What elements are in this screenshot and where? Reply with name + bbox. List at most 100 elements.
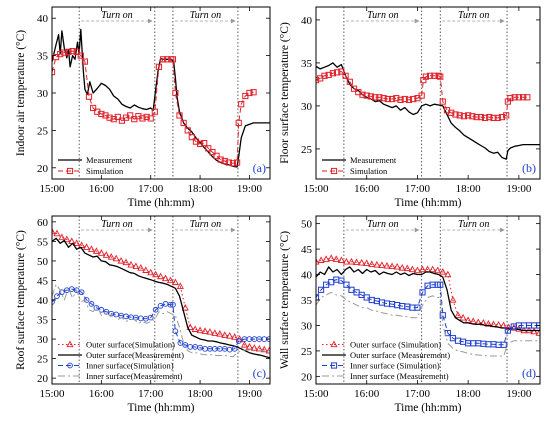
data-point <box>328 279 335 286</box>
data-point <box>205 145 212 152</box>
data-point <box>418 265 427 273</box>
data-point <box>427 72 434 79</box>
data-point <box>486 113 493 121</box>
data-point <box>373 260 381 268</box>
data-point <box>337 256 345 263</box>
data-point <box>132 262 140 270</box>
panel-d: Turn on Turn on 15:00 16:00 17:00 18:00 19:00 2… <box>279 215 541 414</box>
data-point <box>147 314 154 321</box>
data-point <box>231 333 239 340</box>
y-tick-label: 45 <box>301 244 313 256</box>
data-point <box>434 266 442 274</box>
series-line <box>52 237 270 359</box>
y-tick-label: 25 <box>37 125 49 137</box>
data-point <box>439 98 446 105</box>
data-point <box>363 92 370 99</box>
data-point <box>166 276 175 284</box>
y-axis-label: Roof surface temperature (°C) <box>15 230 27 370</box>
data-point <box>180 119 187 127</box>
data-point <box>162 301 169 307</box>
data-point <box>408 265 416 273</box>
data-point <box>372 94 379 101</box>
series-line <box>316 266 540 332</box>
data-point <box>397 96 404 103</box>
data-point <box>186 323 194 330</box>
data-point <box>439 312 446 319</box>
y-tick-label: 20 <box>37 373 49 385</box>
data-point <box>107 253 115 260</box>
turn-on-label: Turn on <box>101 10 132 21</box>
y-tick-label: 25 <box>301 144 313 156</box>
y-tick-label: 50 <box>301 219 313 231</box>
plot-frame <box>315 6 541 180</box>
y-tick-label: 55 <box>37 236 49 248</box>
x-axis-label: Time (hh:mm) <box>395 402 462 414</box>
data-point <box>85 93 93 100</box>
data-point <box>481 114 489 122</box>
data-point <box>422 73 429 80</box>
data-point <box>359 91 366 98</box>
data-point <box>182 342 189 348</box>
legend-marker <box>66 167 74 175</box>
data-point <box>435 72 442 79</box>
data-point <box>519 94 527 101</box>
data-point <box>114 113 121 121</box>
data-point <box>383 261 391 269</box>
data-point <box>353 258 361 265</box>
turn-on-label: Turn on <box>190 10 221 21</box>
data-point <box>176 282 184 289</box>
turn-on-label: Turn on <box>367 219 398 230</box>
data-point <box>54 293 60 299</box>
turn-on-label: Turn on <box>101 219 132 230</box>
series-group <box>316 62 540 160</box>
x-tick-label: 16:00 <box>354 388 380 400</box>
data-point <box>176 112 183 119</box>
panel-label: (c) <box>253 366 266 380</box>
data-point <box>511 94 518 101</box>
data-point <box>500 321 508 329</box>
data-point <box>388 95 396 103</box>
data-point <box>246 89 253 97</box>
data-point <box>103 308 110 315</box>
data-point <box>58 233 66 241</box>
data-point <box>465 112 472 119</box>
x-tick-label: 15:00 <box>39 183 65 195</box>
data-point <box>393 262 401 270</box>
series-group <box>52 28 270 168</box>
data-point <box>343 281 350 288</box>
y-tick-label: 40 <box>301 15 313 27</box>
data-point <box>161 274 170 282</box>
data-point <box>367 93 375 100</box>
data-point <box>431 72 438 79</box>
data-point <box>164 56 171 63</box>
legend-label: Outer surface (Measurement) <box>350 350 450 360</box>
x-tick-label: 18:00 <box>456 388 482 400</box>
data-point <box>172 89 179 97</box>
data-point <box>142 266 150 273</box>
turn-on-label: Turn on <box>458 10 489 21</box>
data-point <box>325 71 332 79</box>
data-point <box>127 112 134 119</box>
data-point <box>53 229 61 237</box>
y-tick-label: 40 <box>37 13 49 25</box>
data-point <box>147 268 155 276</box>
data-point <box>378 261 386 269</box>
data-point <box>535 329 540 336</box>
y-tick-label: 35 <box>301 295 313 307</box>
data-point <box>78 289 85 296</box>
series-line <box>52 28 270 168</box>
data-point <box>332 255 340 262</box>
series-line <box>316 257 540 334</box>
data-point <box>260 345 268 353</box>
y-tick-label: 30 <box>37 334 49 346</box>
data-point <box>494 114 501 122</box>
data-point <box>61 49 68 56</box>
x-tick-label: 19:00 <box>506 183 532 195</box>
x-tick-label: 15:00 <box>303 388 329 400</box>
panel-label: (d) <box>522 366 536 380</box>
legend: Outer surface (Simulation)Outer surface … <box>322 340 450 381</box>
data-point <box>217 156 224 163</box>
y-tick-label: 40 <box>301 270 313 282</box>
series-line <box>52 50 254 164</box>
